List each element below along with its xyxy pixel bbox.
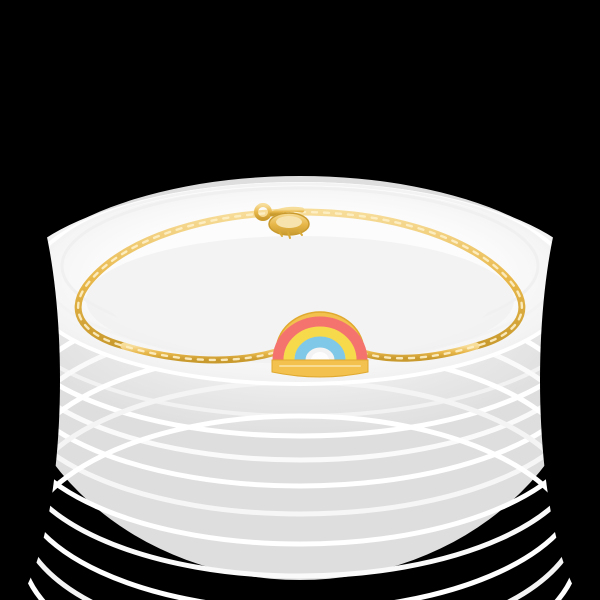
stage-vignette-left	[0, 150, 60, 600]
stage-vignette-right	[540, 150, 600, 600]
display-pedestal	[2, 176, 598, 580]
